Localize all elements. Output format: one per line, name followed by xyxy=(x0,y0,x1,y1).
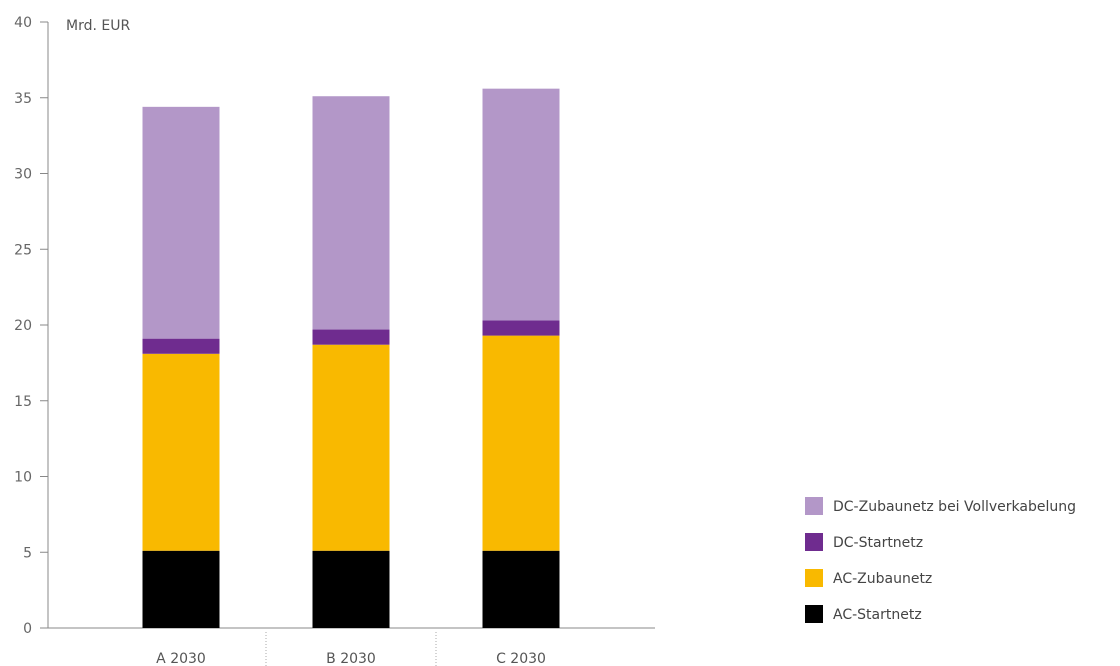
y-tick-label: 35 xyxy=(14,91,32,107)
legend-label: AC-Startnetz xyxy=(833,607,922,623)
bar-segment xyxy=(482,320,560,336)
legend-swatch xyxy=(805,533,823,551)
bar-segment xyxy=(482,88,560,321)
bar-segment xyxy=(142,353,220,551)
legend-label: DC-Startnetz xyxy=(833,535,923,551)
legend-label: AC-Zubaunetz xyxy=(833,571,932,587)
x-tick-label: C 2030 xyxy=(496,651,546,666)
bar-segment xyxy=(312,344,390,551)
y-tick-label: 10 xyxy=(14,470,32,486)
bars xyxy=(142,88,560,628)
legend: DC-Zubaunetz bei Vollverkabelung DC-Start… xyxy=(805,497,1076,623)
y-tick-label: 40 xyxy=(14,15,32,31)
legend-swatch xyxy=(805,605,823,623)
y-tick-label: 30 xyxy=(14,167,32,183)
x-tick-label: A 2030 xyxy=(156,651,206,666)
bar-segment xyxy=(312,329,390,345)
bar-segment xyxy=(482,550,560,628)
bar-segment xyxy=(142,550,220,628)
legend-swatch xyxy=(805,497,823,515)
bar-segment xyxy=(142,338,220,354)
y-tick-label: 5 xyxy=(23,545,32,561)
y-tick-label: 15 xyxy=(14,394,32,410)
legend-label: DC-Zubaunetz bei Vollverkabelung xyxy=(833,499,1076,515)
bar-segment xyxy=(312,96,390,330)
x-axis: A 2030 B 2030 C 2030 xyxy=(48,627,655,666)
y-tick-label: 0 xyxy=(23,621,32,637)
bar-segment xyxy=(482,335,560,551)
x-tick-label: B 2030 xyxy=(326,651,376,666)
y-tick-label: 25 xyxy=(14,242,32,258)
legend-swatch xyxy=(805,569,823,587)
y-axis: 0 5 10 15 20 25 30 35 40 xyxy=(14,15,49,637)
bar-segment xyxy=(312,550,390,628)
y-tick-label: 20 xyxy=(14,318,32,334)
bar-segment xyxy=(142,106,220,339)
y-unit-label: Mrd. EUR xyxy=(66,18,130,34)
